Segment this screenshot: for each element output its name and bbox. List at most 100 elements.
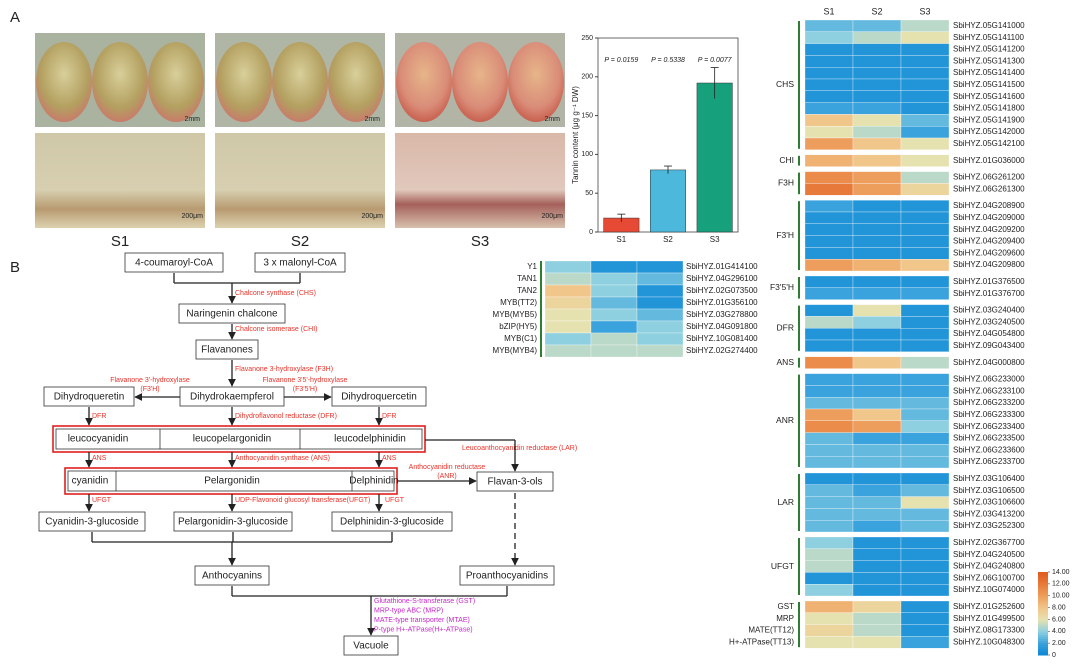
heatmap-cell: [852, 304, 902, 317]
heatmap-cell: [852, 456, 902, 469]
photo: [35, 133, 205, 228]
heatmap-cell: [636, 344, 684, 358]
heatmap-cell: [590, 308, 638, 322]
heatmap-cell: [900, 600, 950, 613]
heatmap-cell: [804, 137, 854, 150]
gene-label: SbiHYZ.08G173300: [953, 626, 1025, 635]
heatmap-cell: [804, 259, 854, 272]
heatmap-cell: [852, 126, 902, 139]
heatmap-cell: [852, 287, 902, 300]
pathway: 4-coumaroyl-CoA 3 x malonyl-CoA Naringenin…: [38, 252, 577, 656]
heatmap-cell: [852, 612, 902, 625]
heatmap-cell: [900, 247, 950, 260]
heatmap-cell: [804, 356, 854, 369]
scale-label: 200μm: [181, 213, 203, 220]
y-tick-label: 100: [581, 151, 593, 158]
heatmap-cell: [590, 260, 638, 274]
gene-label: SbiHYZ.02G274400: [686, 346, 758, 355]
node-box: [43, 386, 135, 407]
gene-label: SbiHYZ.06G261300: [953, 184, 1025, 193]
heatmap-cell: [804, 43, 854, 56]
colorbar-step: [1038, 625, 1048, 629]
gene-label: SbiHYZ.03G413200: [953, 509, 1025, 518]
gene-label: SbiHYZ.04G296100: [686, 274, 758, 283]
colorbar-label: 0: [1052, 652, 1056, 659]
heatmap-cell: [900, 520, 950, 533]
heatmap-cell: [852, 154, 902, 167]
heatmap-cell: [544, 332, 592, 346]
heatmap-cell: [900, 67, 950, 80]
node-label: Pelargonidin-3-glucoside: [178, 517, 289, 528]
heatmap-cell: [900, 385, 950, 398]
heatmap-cell: [544, 260, 592, 274]
heatmap-cell: [804, 560, 854, 573]
heatmap-cell: [636, 272, 684, 286]
group-label: F3H: [778, 178, 794, 188]
heatmap-cell: [852, 636, 902, 649]
gene-label: SbiHYZ.05G141000: [953, 21, 1025, 30]
enzyme-label: Flavanone 3-hydroxylase (F3H): [235, 366, 333, 373]
heatmap-cell: [900, 548, 950, 561]
heatmap-cell: [590, 284, 638, 298]
column-label: S3: [919, 6, 930, 16]
gene-label: SbiHYZ.01G499500: [953, 614, 1025, 623]
colorbar-step: [1038, 601, 1048, 604]
scale-label: 200μm: [361, 213, 383, 220]
heatmap-cell: [804, 624, 854, 637]
gene-label: SbiHYZ.05G141600: [953, 92, 1025, 101]
heatmap-cell: [804, 408, 854, 421]
heatmap-cell: [900, 397, 950, 410]
colorbar-step: [1038, 638, 1048, 641]
photo: [395, 133, 565, 228]
seed: [396, 42, 452, 122]
heatmap-cell: [544, 320, 592, 334]
column-label: S2: [871, 6, 882, 16]
scale-label: 200μm: [541, 213, 563, 220]
p-value: P = 0.0077: [698, 57, 733, 64]
gene-label: SbiHYZ.06G233700: [953, 457, 1025, 466]
node-label: Naringenin chalcone: [186, 309, 278, 320]
heatmap-cell: [900, 235, 950, 248]
y-tick-label: 150: [581, 112, 593, 119]
group-label: CHI: [779, 155, 794, 165]
heatmap-cell: [900, 456, 950, 469]
heatmap-cell: [900, 316, 950, 329]
node-label: Dihydroqueretin: [54, 392, 125, 403]
heatmap-cell: [852, 484, 902, 497]
heatmaps: S1 S2 S3 SbiHYZ.05G141000 SbiHYZ.05G141100 Sb…: [493, 6, 1070, 658]
colorbar-step: [1038, 619, 1048, 623]
row-label: bZIP(HY5): [499, 322, 537, 331]
heatmap-cell: [852, 102, 902, 115]
heatmap-cell: [804, 520, 854, 533]
colorbar-label: 6.00: [1052, 616, 1066, 623]
node-box: [254, 252, 346, 273]
gene-label: SbiHYZ.03G240500: [953, 317, 1025, 326]
heatmap-cell: [804, 397, 854, 410]
colorbar-step: [1038, 628, 1048, 631]
gene-label: SbiHYZ.04G240800: [953, 562, 1025, 571]
colorbar-step: [1038, 596, 1048, 600]
enzyme-label: DFR: [92, 413, 106, 420]
seed: [272, 42, 328, 122]
enzyme-label: (F3'5'H): [293, 386, 317, 393]
heatmap-cell: [804, 31, 854, 44]
enzyme-label: Leucoanthocyanidin reductase (LAR): [462, 445, 577, 452]
heatmap-cell: [852, 78, 902, 91]
enzyme-label: Flavanone 3'5'-hydroxylase: [263, 377, 348, 384]
colorbar-step: [1038, 576, 1048, 579]
colorbar-step: [1038, 640, 1048, 644]
row-label: TAN2: [517, 286, 537, 295]
node-label: Vacuole: [353, 641, 389, 652]
heatmap-cell: [900, 55, 950, 68]
heatmap-cell: [900, 536, 950, 549]
heatmap-cell: [636, 320, 684, 334]
heatmap-cell: [590, 272, 638, 286]
sample-label: S1: [111, 233, 129, 250]
heatmap-cell: [804, 114, 854, 127]
heatmap-cell: [852, 472, 902, 485]
heatmap-cell: [852, 600, 902, 613]
row-label: MATE(TT12): [748, 626, 794, 635]
gene-label: SbiHYZ.04G240500: [953, 550, 1025, 559]
heatmap-cell: [852, 496, 902, 509]
